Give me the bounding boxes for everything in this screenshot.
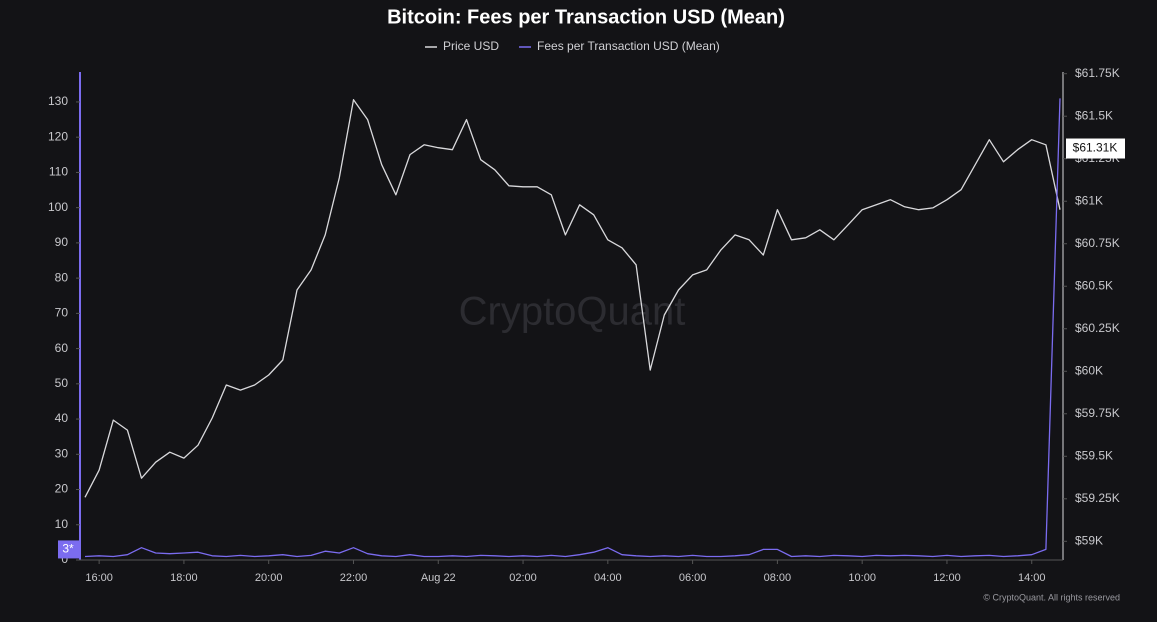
value-badge xyxy=(58,540,79,559)
y-tick-label: 10 xyxy=(55,517,69,531)
y2-tick-label: $60.75K xyxy=(1075,236,1120,250)
y-tick-label: 50 xyxy=(55,376,69,390)
y2-tick-label: $59.5K xyxy=(1075,448,1113,462)
y-tick-label: 110 xyxy=(49,165,68,179)
y-tick-label: 120 xyxy=(48,129,68,143)
y-tick-label: 80 xyxy=(55,270,69,284)
series-line xyxy=(84,98,1061,558)
y2-tick-label: $60.25K xyxy=(1075,321,1120,335)
y2-tick-label: $59.75K xyxy=(1075,406,1120,420)
y2-tick-label: $60K xyxy=(1075,363,1103,377)
y-tick-label: 100 xyxy=(48,200,68,214)
y-tick-label: 40 xyxy=(55,411,69,425)
x-tick-label: 22:00 xyxy=(340,572,368,584)
legend-label: Fees per Transaction USD (Mean) xyxy=(537,39,720,53)
x-tick-label: 08:00 xyxy=(764,572,792,584)
y-tick-label: 0 xyxy=(61,552,68,566)
y2-tick-label: $61.75K xyxy=(1075,66,1120,80)
y-tick-label: 20 xyxy=(55,482,69,496)
chart-title: Bitcoin: Fees per Transaction USD (Mean) xyxy=(387,6,785,28)
x-tick-label: Aug 22 xyxy=(421,572,456,584)
value-badge-label: $61.31K xyxy=(1073,141,1118,155)
x-tick-label: 02:00 xyxy=(509,572,537,584)
y2-tick-label: $60.5K xyxy=(1075,278,1113,292)
x-tick-label: 06:00 xyxy=(679,572,707,584)
x-tick-label: 10:00 xyxy=(848,572,876,584)
x-tick-label: 04:00 xyxy=(594,572,622,584)
x-tick-label: 14:00 xyxy=(1018,572,1046,584)
y-tick-label: 30 xyxy=(55,446,69,460)
x-tick-label: 12:00 xyxy=(933,572,961,584)
y2-tick-label: $59.25K xyxy=(1075,491,1120,505)
y-tick-label: 130 xyxy=(48,94,68,108)
x-tick-label: 20:00 xyxy=(255,572,283,584)
credit: © CryptoQuant. All rights reserved xyxy=(983,592,1120,602)
legend-label: Price USD xyxy=(443,39,499,53)
y2-tick-label: $61.5K xyxy=(1075,108,1113,122)
y-tick-label: 90 xyxy=(55,235,69,249)
y-tick-label: 60 xyxy=(55,341,69,355)
y2-tick-label: $59K xyxy=(1075,533,1103,547)
series-line xyxy=(84,99,1061,498)
y2-tick-label: $61K xyxy=(1075,193,1103,207)
watermark: CryptoQuant xyxy=(459,290,686,334)
value-badge xyxy=(1066,138,1125,159)
value-badge-label: 3* xyxy=(62,542,74,556)
x-tick-label: 16:00 xyxy=(85,572,113,584)
x-tick-label: 18:00 xyxy=(170,572,198,584)
y-tick-label: 70 xyxy=(55,306,69,320)
